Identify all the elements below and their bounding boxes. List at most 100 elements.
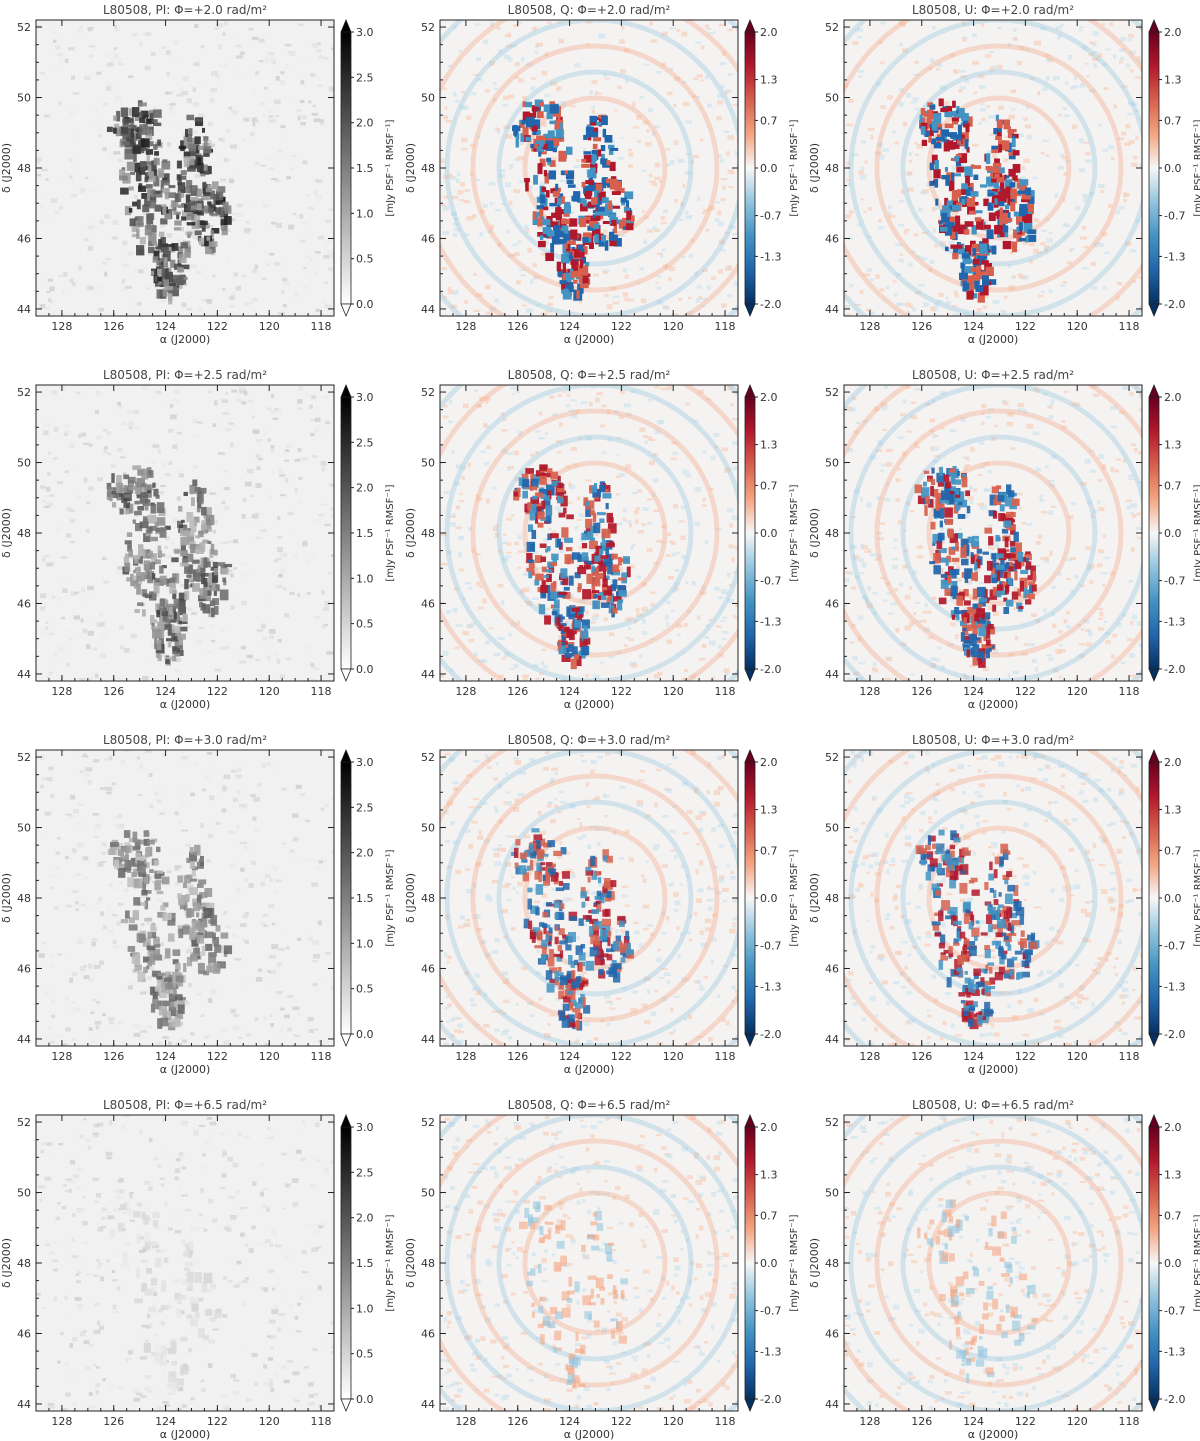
colorbar-tick-label: 1.3 [1164,1169,1182,1182]
x-tick-label: 124 [963,320,984,333]
y-axis: 44 46 48 50 52 δ (J2000) [808,386,1142,681]
colorbar-tick-label: 0.7 [1164,114,1182,127]
colorbar-extend-top [744,18,756,33]
colorbar: -2.0 -1.3 -0.7 0.0 0.7 1.3 2.0 [mJy PSF⁻¹ RMSF⁻… [744,18,800,318]
y-axis-label: δ (J2000) [808,143,821,193]
colorbar-tick-label: -0.7 [760,575,781,588]
x-axis: 128 126 124 122 120 118 α (J2000) [48,20,332,346]
emission-structure [915,829,1040,1030]
x-tick-label: 122 [611,1050,632,1063]
map-image [36,20,334,316]
x-tick-label: 122 [611,685,632,698]
x-tick-label: 122 [611,320,632,333]
colorbar-gradient [1148,761,1160,1035]
colorbar-tick-label: -0.7 [1164,210,1185,223]
emission-structure [919,98,1037,303]
colorbar-tick-label: 3.0 [356,391,374,404]
x-axis-label: α (J2000) [564,1063,615,1076]
y-tick-label: 46 [17,597,31,610]
ripple-rings [440,1115,738,1411]
x-axis-label: α (J2000) [160,698,211,711]
colorbar-tick-label: 0.5 [356,1348,374,1361]
colorbar-tick-label: 2.0 [356,1212,374,1225]
x-axis-label: α (J2000) [160,333,211,346]
x-tick-label: 126 [103,1415,124,1428]
x-tick-label: 126 [507,1050,528,1063]
y-tick-label: 50 [17,92,31,105]
colorbar: -2.0 -1.3 -0.7 0.0 0.7 1.3 2.0 [mJy PSF⁻¹ RMSF⁻… [1148,748,1200,1048]
y-tick-label: 46 [17,232,31,245]
x-tick-label: 122 [1015,320,1036,333]
panel-pi-r1-c0: L80508, PI: Φ=+2.5 rad/m² 128 126 124 122 120… [0,368,396,711]
y-tick-label: 52 [421,386,435,399]
colorbar-label: [mJy PSF⁻¹ RMSF⁻¹] [789,849,800,946]
colorbar-label: [mJy PSF⁻¹ RMSF⁻¹] [789,119,800,216]
x-tick-label: 126 [911,1415,932,1428]
x-tick-label: 124 [963,1050,984,1063]
y-tick-label: 50 [825,457,839,470]
y-tick-label: 52 [421,751,435,764]
colorbar-gradient [340,31,352,305]
colorbar-tick-label: -1.3 [1164,615,1185,628]
y-tick-label: 46 [825,1327,839,1340]
colorbar-extend-bottom [340,668,352,683]
panel-title: L80508, PI: Φ=+6.5 rad/m² [103,1098,267,1112]
colorbar-gradient [1148,396,1160,670]
x-axis: 128 126 124 122 120 118 α (J2000) [48,385,332,711]
x-tick-label: 128 [859,685,880,698]
emission-structure [513,464,631,670]
colorbar-tick-label: 0.0 [760,1257,778,1270]
x-axis-label: α (J2000) [160,1428,211,1441]
y-axis: 44 46 48 50 52 δ (J2000) [0,21,334,316]
colorbar-tick-label: -2.0 [760,663,781,676]
colorbar-extend-bottom [1148,303,1160,318]
y-tick-label: 50 [825,92,839,105]
y-tick-label: 50 [421,92,435,105]
colorbar-label: [mJy PSF⁻¹ RMSF⁻¹] [385,484,396,581]
y-tick-label: 48 [17,162,31,175]
x-tick-label: 120 [259,1050,280,1063]
x-tick-label: 122 [207,1415,228,1428]
colorbar-tick-label: -1.3 [760,250,781,263]
panel-title: L80508, Q: Φ=+2.0 rad/m² [508,3,671,17]
x-tick-label: 122 [1015,1050,1036,1063]
colorbar-tick-label: 0.0 [1164,892,1182,905]
x-axis-label: α (J2000) [968,1428,1019,1441]
colorbar-tick-label: 3.0 [356,26,374,39]
colorbar-tick-label: -0.7 [760,940,781,953]
y-tick-label: 44 [17,1033,31,1046]
colorbar: -2.0 -1.3 -0.7 0.0 0.7 1.3 2.0 [mJy PSF⁻¹ RMSF⁻… [1148,383,1200,683]
panel-title: L80508, U: Φ=+6.5 rad/m² [912,1098,1074,1112]
y-axis: 44 46 48 50 52 δ (J2000) [404,1116,738,1411]
colorbar-extend-top [340,383,352,398]
colorbar-tick-label: 0.0 [760,527,778,540]
colorbar: 0.0 0.5 1.0 1.5 2.0 2.5 3.0 [mJy PSF⁻¹ RMSF⁻¹] [340,1113,396,1413]
colorbar-tick-label: 2.0 [760,756,778,769]
x-tick-label: 124 [155,320,176,333]
y-axis: 44 46 48 50 52 δ (J2000) [404,21,738,316]
x-tick-label: 126 [103,685,124,698]
x-tick-label: 118 [1119,685,1140,698]
colorbar-tick-label: 1.3 [1164,439,1182,452]
colorbar-label: [mJy PSF⁻¹ RMSF⁻¹] [789,484,800,581]
map-image [36,750,334,1046]
y-axis-label: δ (J2000) [0,1238,13,1288]
colorbar-tick-label: 2.0 [760,26,778,39]
x-axis: 128 126 124 122 120 118 α (J2000) [452,20,736,346]
colorbar-tick-label: 2.5 [356,1166,374,1179]
colorbar-tick-label: 0.7 [760,844,778,857]
map-image [844,385,1142,681]
emission-structure [917,1199,1038,1384]
colorbar-label: [mJy PSF⁻¹ RMSF⁻¹] [1193,119,1200,216]
panel-title: L80508, PI: Φ=+2.5 rad/m² [103,368,267,382]
background-noise [440,1115,738,1411]
x-tick-label: 118 [1119,320,1140,333]
x-tick-label: 128 [859,1050,880,1063]
ripple-rings [440,20,738,316]
y-tick-label: 50 [421,457,435,470]
map-image [440,20,738,316]
y-tick-label: 44 [17,668,31,681]
